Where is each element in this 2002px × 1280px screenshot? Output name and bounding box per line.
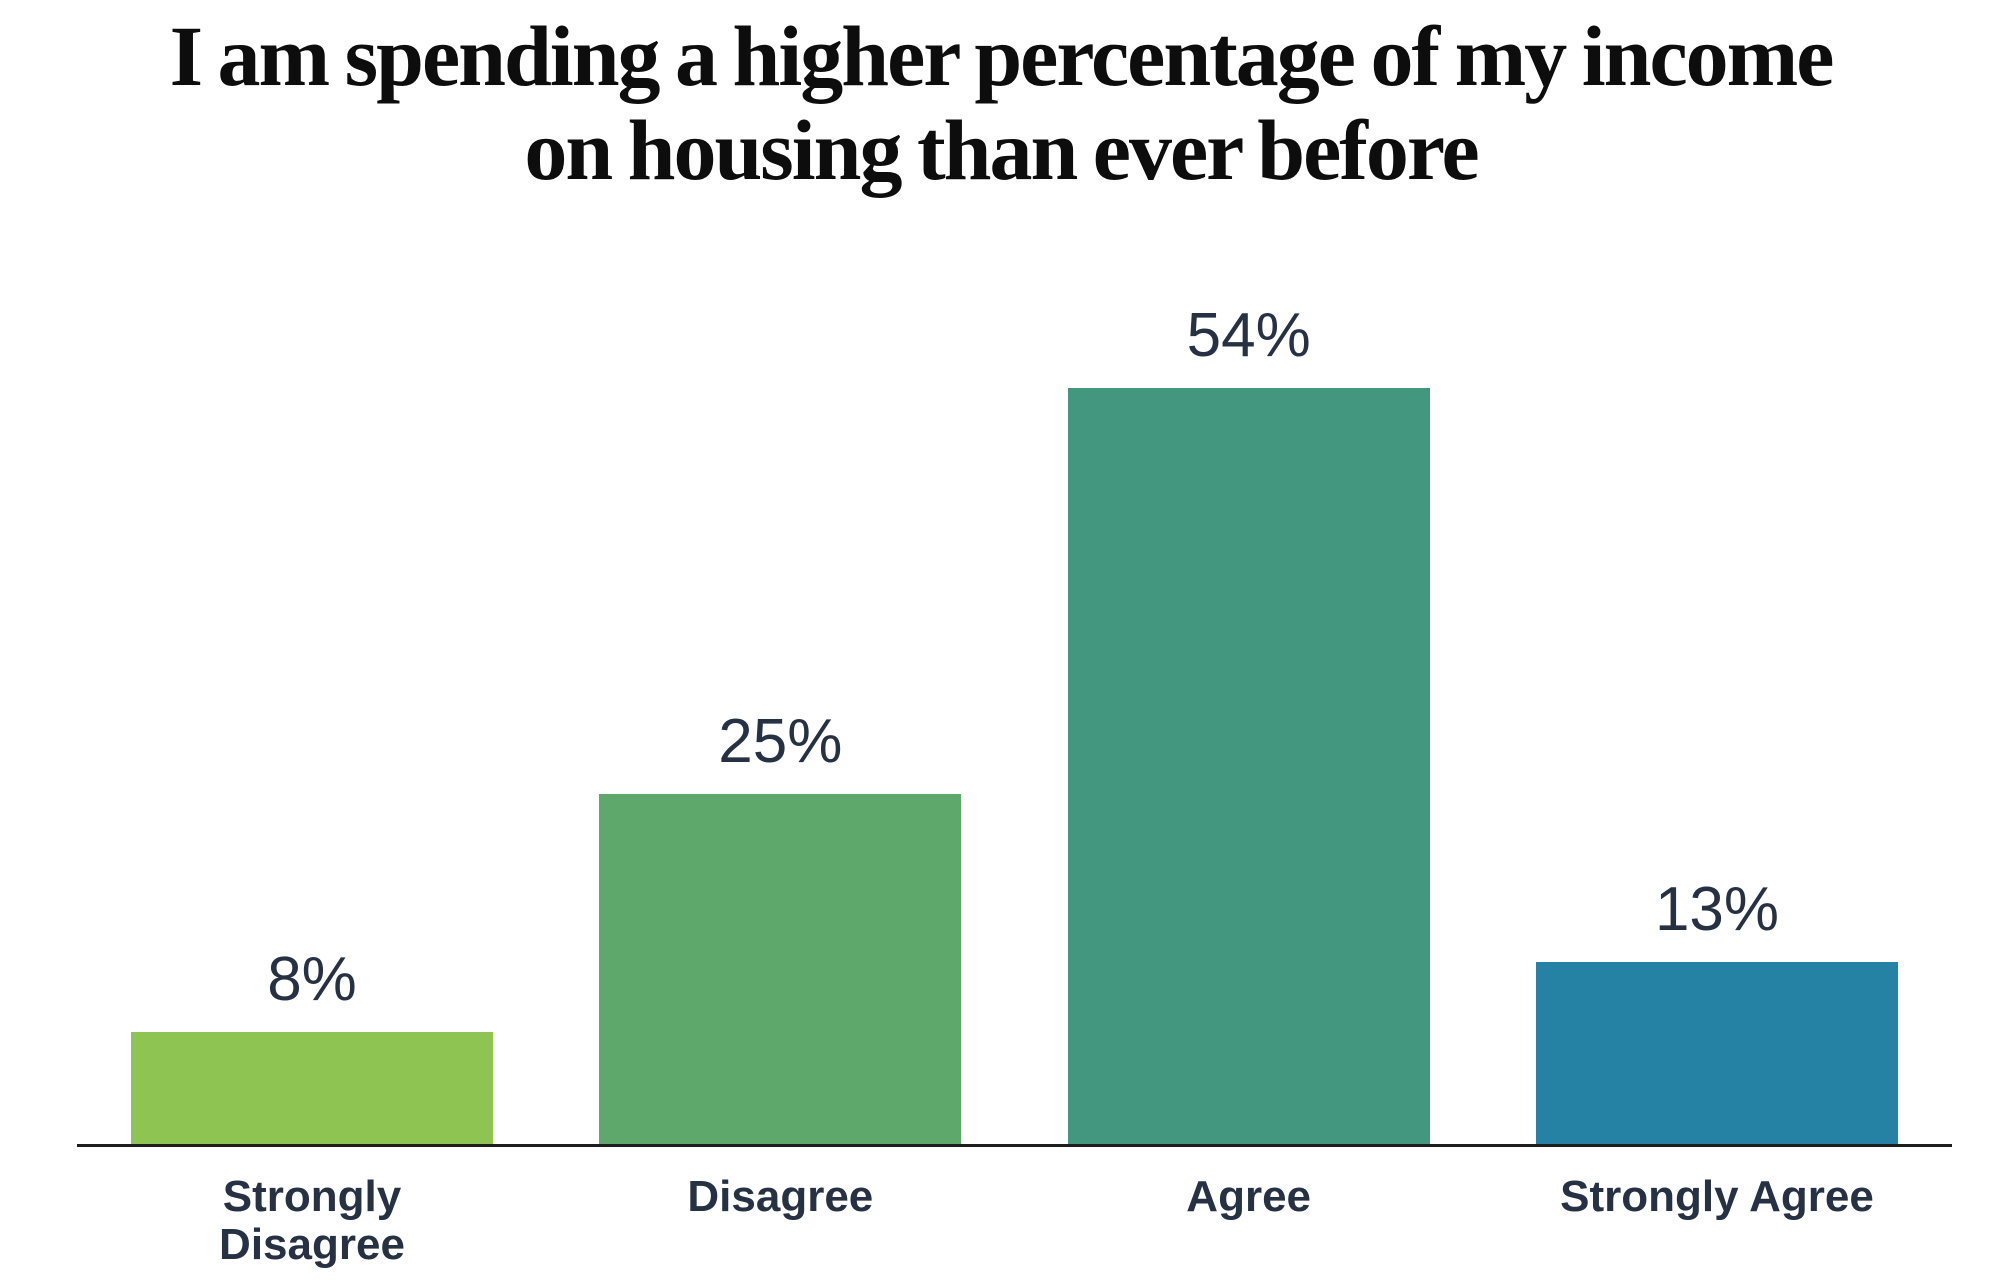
bar-column-strongly-disagree: 8% [131,949,493,1144]
value-label-agree: 54% [1186,301,1311,370]
chart-title: I am spending a higher percentage of my … [169,8,1835,198]
value-label-strongly-disagree: 8% [267,945,357,1014]
x-axis-line [77,1144,1952,1147]
bar-strongly-disagree [131,1032,493,1144]
category-label-disagree: Disagree [687,1172,874,1221]
value-label-disagree: 25% [718,707,843,776]
category-label-strongly-agree: Strongly Agree [1560,1172,1874,1221]
category-label-strongly-disagree: Strongly Disagree [219,1172,405,1270]
category-label-agree: Agree [1186,1172,1312,1221]
value-label-strongly-agree: 13% [1654,875,1780,944]
bar-column-strongly-agree: 13% [1535,875,1898,1144]
bar-column-disagree: 25% [599,707,962,1144]
bar-chart: 8% 25% 54% 13% Strongly Disagree Disagree Agr… [77,0,1952,1270]
plot-area: 8% 25% 54% 13% [77,0,1952,1144]
bar-strongly-agree [1535,962,1898,1144]
bar-column-agree: 54% [1067,301,1430,1144]
bar-disagree [599,794,962,1144]
bar-agree [1067,388,1430,1144]
x-axis-labels: Strongly Disagree Disagree Agree Strongly A… [77,1172,1952,1270]
